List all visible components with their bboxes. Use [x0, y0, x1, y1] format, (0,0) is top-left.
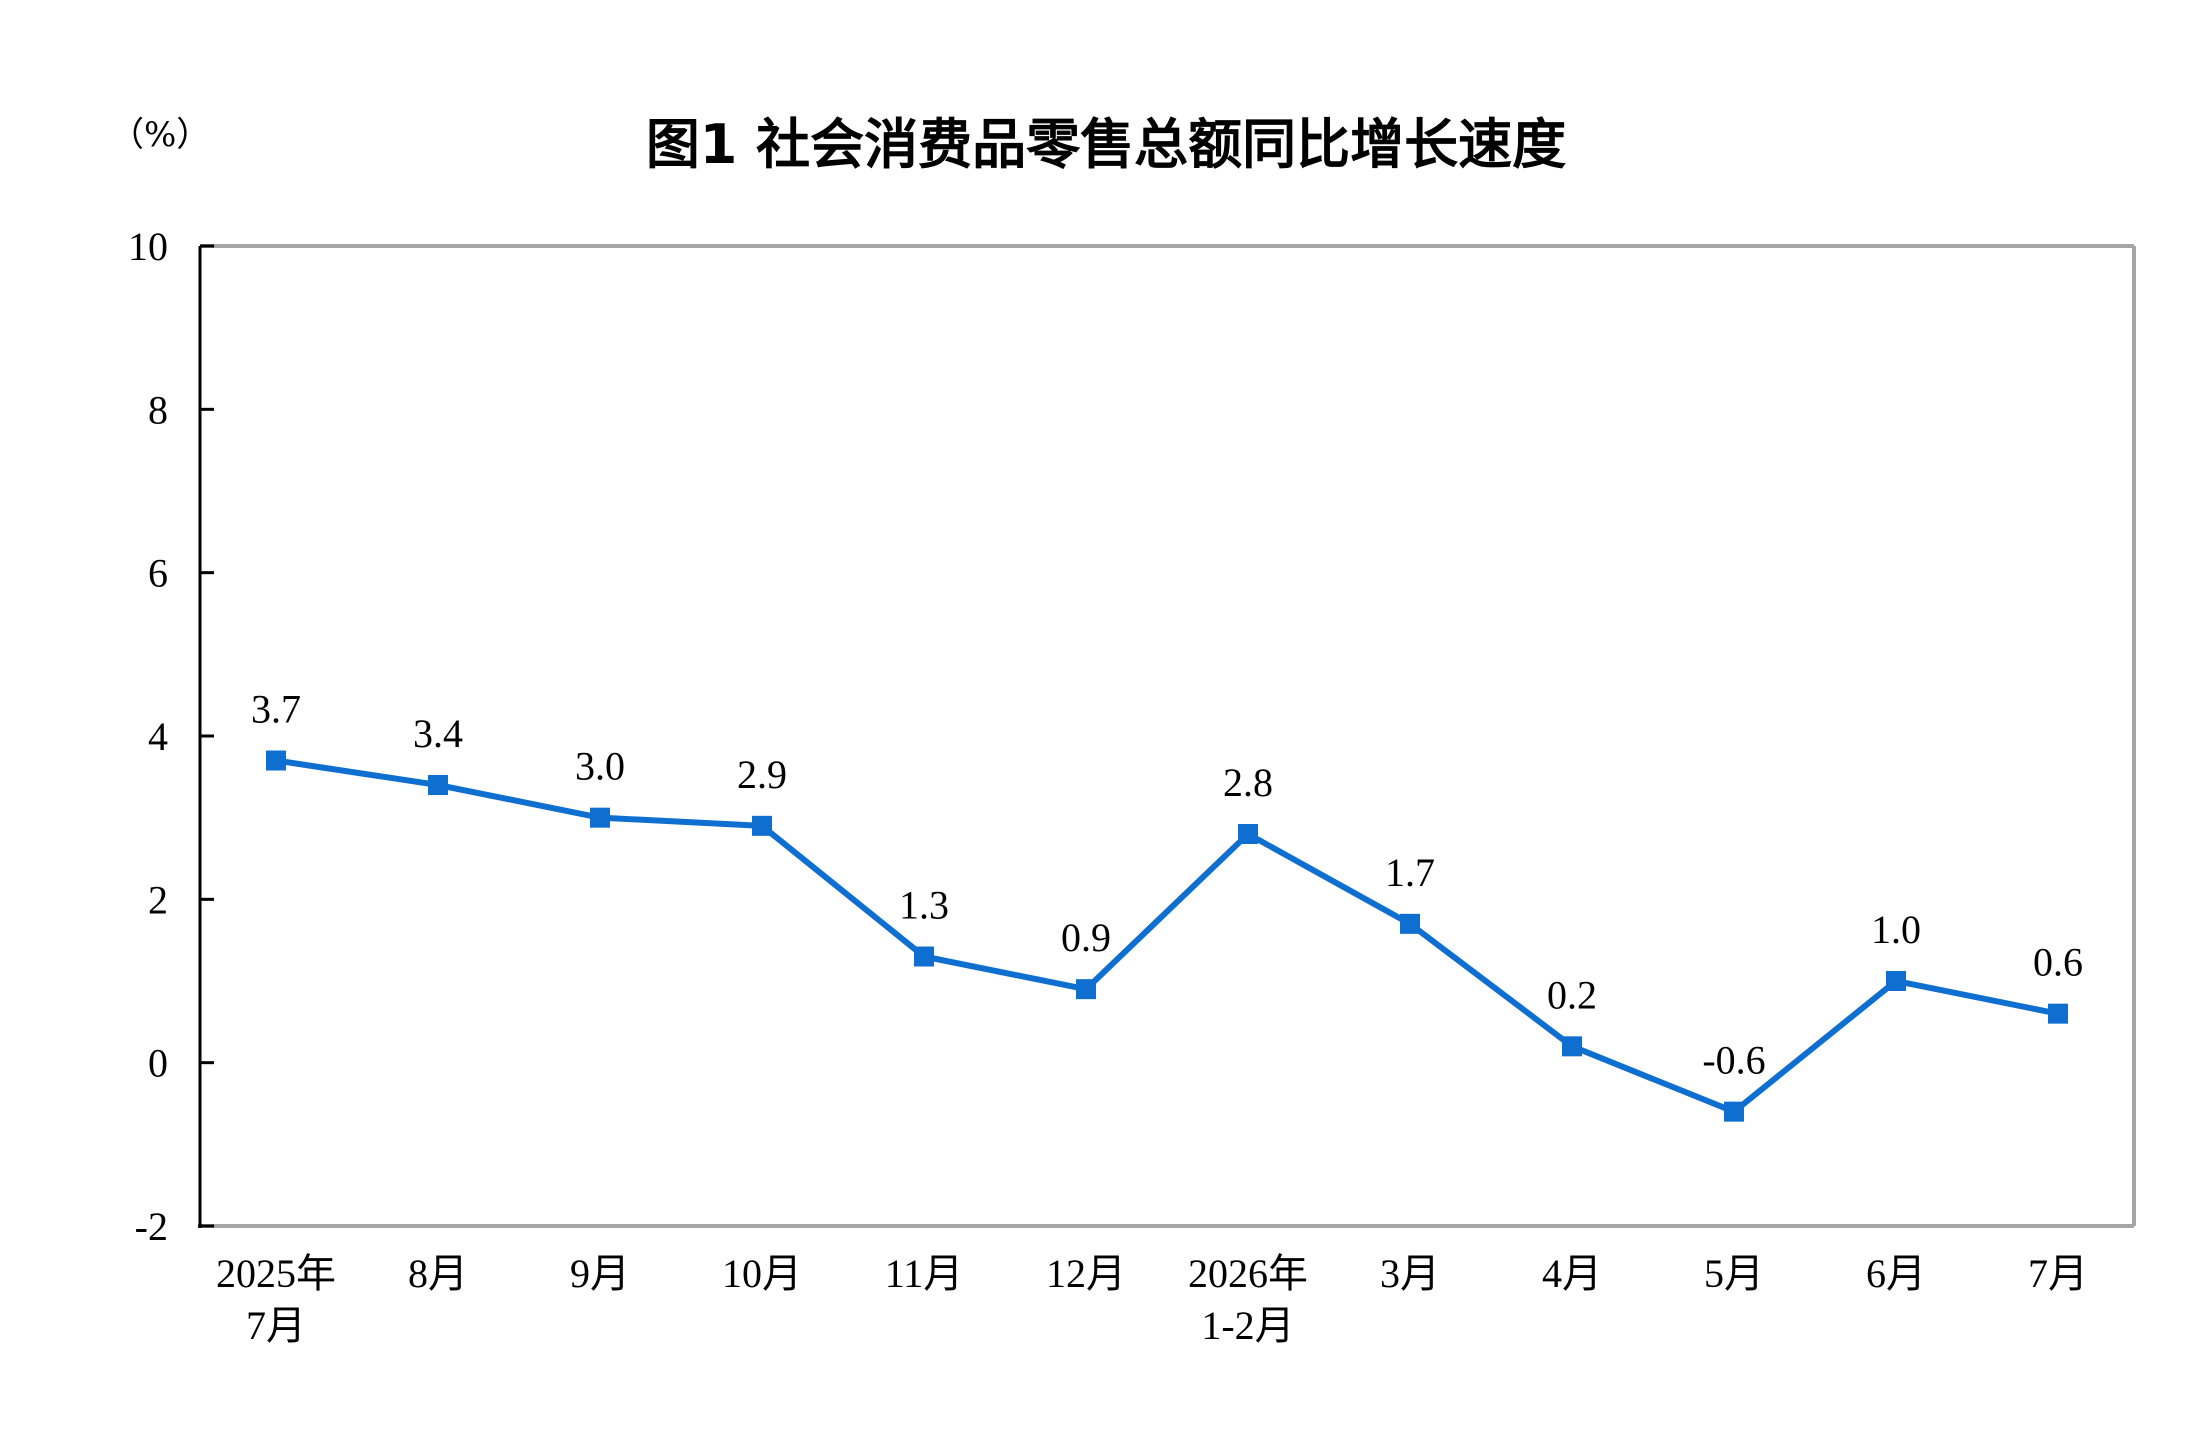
data-point: [590, 807, 610, 828]
series-line: [275, 757, 2059, 1115]
data-label: 0.2: [1547, 972, 1597, 1017]
y-axis: -2 0 2 4 6 8 10: [128, 224, 214, 1249]
x-tick-label: 6月: [1866, 1251, 1926, 1296]
data-label: 1.7: [1385, 850, 1435, 895]
y-tick-label: 8: [148, 387, 168, 432]
x-tick-label: 2025年: [216, 1251, 336, 1296]
data-point: [1238, 824, 1258, 844]
x-tick-label: 2026年: [1188, 1251, 1308, 1296]
data-point: [1076, 979, 1096, 1000]
y-tick-label: 10: [128, 224, 168, 269]
data-label: 0.6: [2033, 940, 2083, 985]
x-tick-label: 1-2月: [1201, 1303, 1294, 1348]
data-point: [2048, 1003, 2068, 1024]
data-point: [1400, 913, 1420, 934]
y-tick-label: -2: [135, 1204, 168, 1249]
y-tick-label: 0: [148, 1041, 168, 1086]
data-point: [1724, 1101, 1744, 1122]
data-label: -0.6: [1702, 1038, 1765, 1083]
x-tick-label: 11月: [885, 1251, 964, 1296]
data-label: 2.8: [1223, 760, 1273, 805]
y-tick-label: 6: [148, 551, 168, 596]
y-unit-label: （%）: [110, 115, 210, 155]
data-label: 3.7: [251, 687, 301, 732]
x-tick-label: 12月: [1046, 1251, 1126, 1296]
x-tick-label: 7月: [2028, 1251, 2088, 1296]
data-label: 1.3: [899, 883, 949, 928]
data-label: 2.9: [737, 752, 787, 797]
data-labels: 3.7 3.4 3.0 2.9 1.3 0.9 2.8 1.7 0.2 -0.6 1.0 0.6: [251, 687, 2083, 1083]
data-point: [914, 946, 934, 967]
plot-frame: [198, 244, 2136, 1228]
x-tick-label: 4月: [1542, 1251, 1602, 1296]
data-label: 3.0: [575, 744, 625, 789]
x-tick-label: 3月: [1380, 1251, 1440, 1296]
y-tick-label: 4: [148, 714, 168, 759]
x-tick-label: 8月: [408, 1251, 468, 1296]
series-group: [266, 750, 2068, 1122]
data-point: [266, 750, 286, 771]
data-point: [752, 815, 772, 836]
x-tick-label: 9月: [570, 1251, 630, 1296]
x-tick-label: 7月: [246, 1303, 306, 1348]
data-label: 0.9: [1061, 915, 1111, 960]
data-label: 3.4: [413, 711, 463, 756]
x-axis: 2025年 7月 8月 9月 10月 11月 12月 2026年 1-2月 3月 4月 5月 6月 7月: [216, 1251, 2088, 1348]
data-point: [1562, 1036, 1582, 1057]
data-label: 1.0: [1871, 907, 1921, 952]
chart-title: 图1 社会消费品零售总额同比增长速度: [646, 113, 1566, 176]
y-tick-label: 2: [148, 877, 168, 922]
data-point: [428, 775, 448, 795]
x-tick-label: 5月: [1704, 1251, 1764, 1296]
data-point: [1886, 971, 1906, 991]
x-tick-label: 10月: [722, 1251, 802, 1296]
